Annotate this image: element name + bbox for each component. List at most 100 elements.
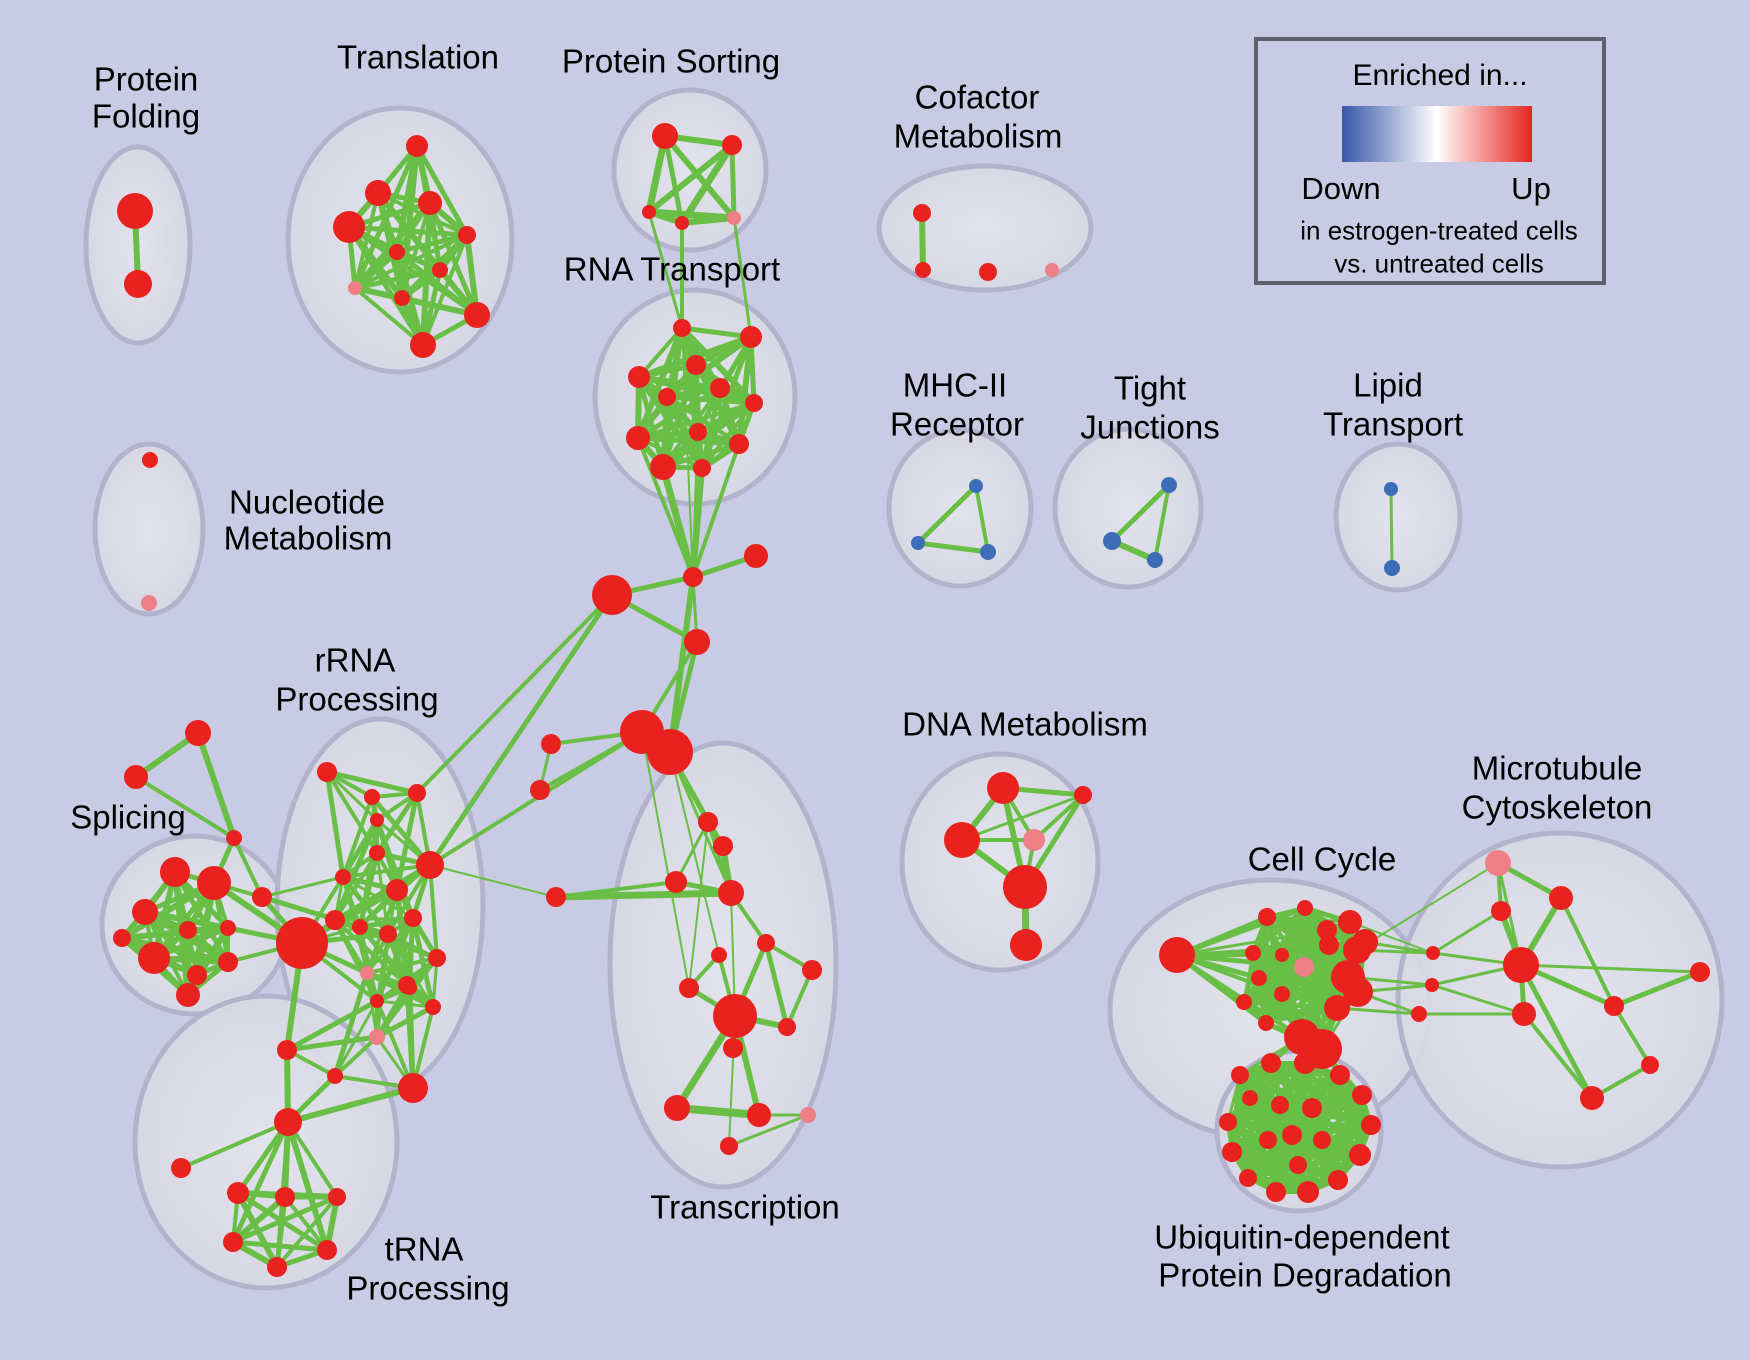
edge-microtubule-cytoskeleton	[1559, 896, 1616, 1008]
edge-ubiquitin-degradation	[1246, 1133, 1294, 1180]
legend-up-label: Up	[1511, 171, 1551, 206]
node-trna-processing-4-red	[223, 1232, 243, 1252]
edge-rrna-processing	[357, 850, 380, 930]
node-rrna-processing-18-red	[277, 1040, 297, 1060]
node-translation-0-red	[406, 135, 428, 157]
edge-connector	[285, 1085, 416, 1125]
cluster-tight-junctions-label-line2: Junctions	[1080, 409, 1219, 446]
node-splicing-6-red	[187, 965, 207, 985]
node-transcription-3-red	[718, 880, 744, 906]
cluster-translation-label-line1: Translation	[337, 39, 499, 76]
cluster-microtubule-cytoskeleton-label-line1: Microtubule	[1472, 750, 1643, 787]
node-protein-sorting-0-red	[652, 123, 678, 149]
cluster-tight-junctions-ellipse	[1052, 426, 1204, 590]
node-connector-12	[171, 1158, 191, 1178]
node-rrna-processing-16-red	[370, 994, 384, 1008]
cluster-microtubule-cytoskeleton-ellipse	[1395, 830, 1725, 1170]
node-rna-transport-4-red	[710, 378, 730, 398]
edge-trna-processing	[230, 1194, 340, 1245]
node-translation-2-red	[418, 191, 442, 215]
edge-rrna-processing	[375, 983, 409, 1039]
nodes-layer	[113, 123, 1710, 1277]
node-translation-6-red	[432, 262, 448, 278]
node-ubiquitin-degradation-19-red	[1289, 1156, 1307, 1174]
edge-connector	[1356, 862, 1499, 951]
cluster-dna-metabolism-label-line1: DNA Metabolism	[902, 706, 1148, 743]
edge-protein-sorting	[662, 133, 685, 226]
edge-trna-processing	[230, 1239, 330, 1253]
node-rrna-processing-13-red	[428, 949, 446, 967]
node-trna-processing-2-red	[275, 1187, 295, 1207]
legend-caption-line1: in estrogen-treated cells	[1300, 215, 1578, 246]
edge-microtubule-cytoskeleton	[1611, 969, 1703, 1009]
node-cell-cycle-8-pink	[1294, 957, 1314, 977]
node-cell-cycle-16-red	[1343, 977, 1373, 1007]
node-cell-cycle-1-red	[1258, 908, 1276, 926]
edge-microtubule-cytoskeleton	[1522, 1012, 1594, 1100]
edge-trna-processing	[230, 1119, 291, 1245]
edge-connector	[647, 210, 684, 330]
cluster-lipid-transport-label-line1: Lipid	[1353, 367, 1423, 404]
edge-protein-sorting	[679, 215, 737, 226]
node-tight-junctions-1-blue	[1103, 532, 1121, 550]
edge-rrna-processing	[365, 916, 415, 975]
node-splicing-3-red	[179, 921, 197, 939]
edge-connector	[427, 592, 615, 868]
cluster-tight-junctions-label-line1: Tight	[1114, 370, 1186, 407]
edge-transcription	[785, 968, 814, 1029]
node-ubiquitin-degradation-11-red	[1222, 1142, 1242, 1162]
edge-trna-processing	[230, 1194, 288, 1245]
node-rrna-processing-21-red	[398, 976, 416, 994]
edge-splicing	[119, 925, 231, 941]
node-microtubule-cytoskeleton-9-red	[1690, 962, 1710, 982]
node-ubiquitin-degradation-10-red	[1239, 1169, 1257, 1187]
edge-rna-transport	[660, 441, 742, 470]
edge-cell-cycle	[1256, 942, 1332, 981]
node-dna-metabolism-1-red	[1074, 786, 1092, 804]
edge-ubiquitin-degradation	[1310, 1106, 1362, 1157]
cluster-trna-processing-label-line1: tRNA	[385, 1231, 464, 1268]
node-rrna-processing-17-red	[252, 887, 272, 907]
node-cell-cycle-0-red	[1159, 937, 1195, 973]
edge-connector	[1349, 921, 1434, 954]
node-rrna-processing-2-red	[408, 784, 426, 802]
node-ubiquitin-degradation-12-red	[1219, 1113, 1237, 1131]
edge-connector	[659, 463, 697, 581]
cluster-mhc-ii-receptor-label-line1: MHC-II	[903, 367, 1007, 404]
edge-connector	[641, 731, 690, 989]
node-protein-sorting-2-red	[642, 205, 656, 219]
node-dna-metabolism-0-red	[987, 772, 1019, 804]
node-ubiquitin-degradation-6-red	[1349, 1144, 1371, 1166]
edge-rrna-processing	[333, 851, 379, 922]
node-translation-9-red	[464, 302, 490, 328]
edge-trna-processing	[283, 1195, 329, 1252]
edge-connector	[195, 730, 237, 841]
cluster-lipid-transport-ellipse	[1333, 441, 1463, 593]
cluster-protein-folding-label-line1: Protein	[94, 61, 199, 98]
node-translation-1-red	[365, 180, 391, 206]
node-rrna-processing-9-red	[352, 919, 368, 935]
edge-microtubule-cytoskeleton	[1431, 909, 1503, 955]
node-cell-cycle-9-red	[1319, 935, 1339, 955]
cluster-trna-processing-label-line2: Processing	[346, 1270, 509, 1307]
node-dna-metabolism-3-pink	[1023, 829, 1045, 851]
node-mhc-ii-receptor-0-blue	[969, 479, 983, 493]
legend-title: Enriched in...	[1352, 59, 1528, 92]
legend-down-label: Down	[1301, 171, 1381, 206]
cluster-cofactor-metabolism-ellipse	[876, 163, 1094, 293]
node-trna-processing-0-red	[274, 1108, 302, 1136]
edge-cell-cycle	[1280, 948, 1359, 996]
node-protein-sorting-4-pink	[727, 211, 741, 225]
edge-ubiquitin-degradation	[1248, 1073, 1342, 1100]
node-protein-folding-1-red	[124, 270, 152, 298]
cluster-mhc-ii-receptor-label-line2: Receptor	[890, 406, 1024, 443]
cluster-nucleotide-metabolism-label-line2: Metabolism	[224, 520, 393, 557]
cluster-cofactor-metabolism-label-line1: Cofactor	[915, 79, 1040, 116]
node-ubiquitin-degradation-2-red	[1294, 1052, 1316, 1074]
edge-dna-metabolism	[1032, 793, 1085, 842]
node-transcription-13-pink	[800, 1107, 816, 1123]
node-cofactor-metabolism-1-red	[915, 262, 931, 278]
edge-rna-transport	[679, 325, 754, 340]
edge-protein-sorting	[662, 133, 737, 221]
edge-rrna-processing	[394, 790, 420, 893]
